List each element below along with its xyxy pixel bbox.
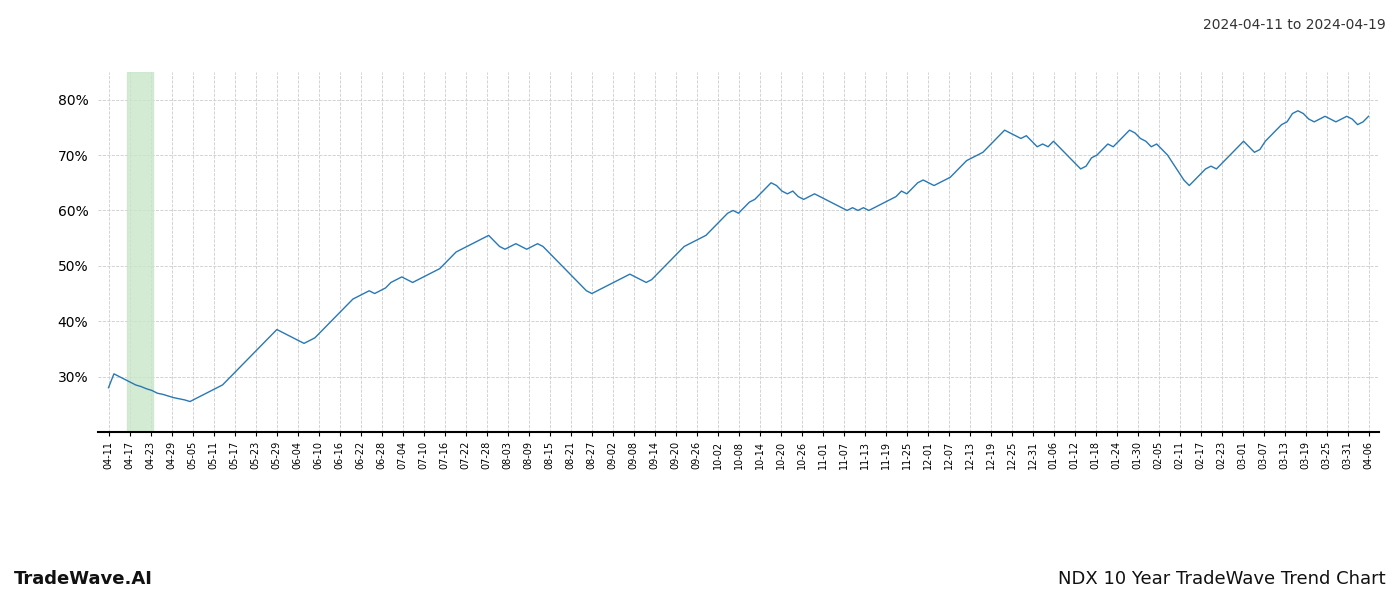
Text: 2024-04-11 to 2024-04-19: 2024-04-11 to 2024-04-19 [1203,18,1386,32]
Bar [127,72,153,432]
Text: TradeWave.AI: TradeWave.AI [14,570,153,588]
Text: NDX 10 Year TradeWave Trend Chart: NDX 10 Year TradeWave Trend Chart [1058,570,1386,588]
